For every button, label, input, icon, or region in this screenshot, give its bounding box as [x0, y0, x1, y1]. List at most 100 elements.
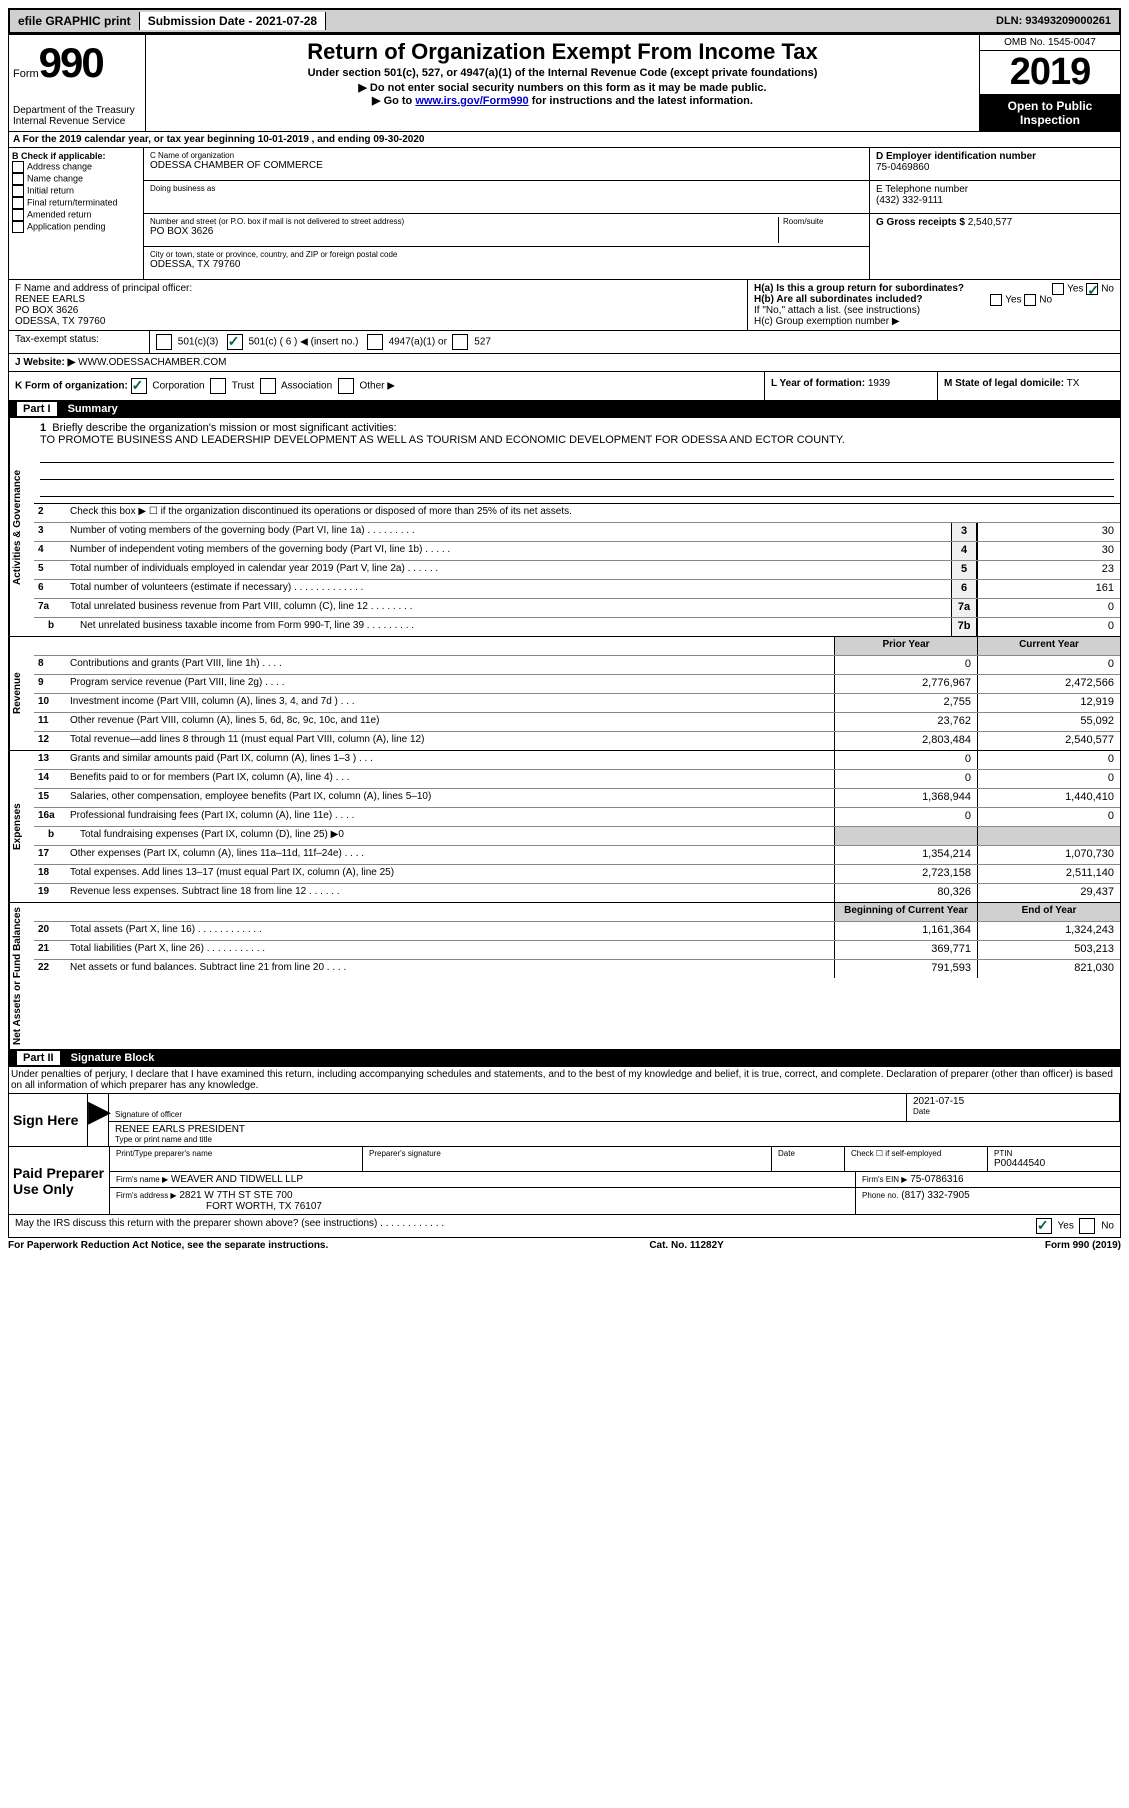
col-c-name-address: C Name of organization ODESSA CHAMBER OF… [144, 148, 870, 279]
cb-name-change[interactable]: Name change [12, 173, 140, 185]
submission-date: Submission Date - 2021-07-28 [140, 12, 326, 30]
revenue-section: Revenue Prior Year Current Year 8Contrib… [8, 637, 1121, 751]
omb-number: OMB No. 1545-0047 [980, 35, 1120, 51]
cb-501c3[interactable] [156, 334, 172, 350]
year-formed: 1939 [868, 378, 890, 389]
gross-receipts: 2,540,577 [968, 217, 1013, 228]
cb-pending[interactable]: Application pending [12, 221, 140, 233]
tax-year: 2019 [980, 51, 1120, 95]
discuss-yes-checkbox[interactable] [1036, 1218, 1052, 1234]
instr-2: ▶ Go to www.irs.gov/Form990 for instruct… [150, 94, 975, 107]
instr-1: ▶ Do not enter social security numbers o… [150, 81, 975, 94]
part1-header: Part I Summary [8, 401, 1121, 418]
org-name: ODESSA CHAMBER OF COMMERCE [150, 160, 863, 171]
cb-527[interactable] [452, 334, 468, 350]
officer-name-title: RENEE EARLS PRESIDENT [115, 1124, 1114, 1135]
cb-amended[interactable]: Amended return [12, 209, 140, 221]
col-b-checkboxes: B Check if applicable: Address change Na… [9, 148, 144, 279]
paid-preparer-label: Paid Preparer Use Only [9, 1147, 110, 1214]
summary-line: 9Program service revenue (Part VIII, lin… [34, 675, 1120, 694]
header-left: Form 990 Department of the Treasury Inte… [9, 35, 146, 131]
ha-group-return: H(a) Is this a group return for subordin… [754, 283, 1114, 294]
dept-label: Department of the Treasury [13, 105, 141, 116]
summary-line: 19Revenue less expenses. Subtract line 1… [34, 884, 1120, 902]
summary-line: 13Grants and similar amounts paid (Part … [34, 751, 1120, 770]
tax-status-row: Tax-exempt status: 501(c)(3) 501(c) ( 6 … [8, 331, 1121, 354]
signature-block: Sign Here ▶ Signature of officer 2021-07… [8, 1094, 1121, 1238]
summary-line: bNet unrelated business taxable income f… [34, 618, 1120, 636]
cb-4947[interactable] [367, 334, 383, 350]
cb-trust[interactable] [210, 378, 226, 394]
summary-line: 11Other revenue (Part VIII, column (A), … [34, 713, 1120, 732]
summary-line: 14Benefits paid to or for members (Part … [34, 770, 1120, 789]
entity-info: B Check if applicable: Address change Na… [8, 148, 1121, 280]
open-public-badge: Open to Public Inspection [980, 95, 1120, 131]
hc-exemption: H(c) Group exemption number ▶ [754, 316, 1114, 327]
governance-section: Activities & Governance 1 Briefly descri… [8, 418, 1121, 637]
efile-label: efile GRAPHIC print [10, 12, 140, 30]
hb-subordinates: H(b) Are all subordinates included? Yes … [754, 294, 1114, 305]
net-assets-section: Net Assets or Fund Balances Beginning of… [8, 903, 1121, 1050]
summary-line: 17Other expenses (Part IX, column (A), l… [34, 846, 1120, 865]
summary-line: 5Total number of individuals employed in… [34, 561, 1120, 580]
ha-yes-checkbox[interactable] [1052, 283, 1064, 295]
firm-address-1: 2821 W 7TH ST STE 700 [179, 1190, 292, 1201]
room-label: Room/suite [783, 217, 863, 226]
klm-row: K Form of organization: Corporation Trus… [8, 372, 1121, 401]
expenses-section: Expenses 13Grants and similar amounts pa… [8, 751, 1121, 903]
summary-line: 20Total assets (Part X, line 16) . . . .… [34, 922, 1120, 941]
cb-final-return[interactable]: Final return/terminated [12, 197, 140, 209]
ptin-value: P00444540 [994, 1158, 1114, 1169]
sign-here-label: Sign Here [9, 1094, 88, 1146]
hb-yes-checkbox[interactable] [990, 294, 1002, 306]
summary-line: 18Total expenses. Add lines 13–17 (must … [34, 865, 1120, 884]
firm-address-2: FORT WORTH, TX 76107 [116, 1201, 849, 1212]
summary-line: 4Number of independent voting members of… [34, 542, 1120, 561]
form-number: 990 [39, 39, 103, 87]
form-header: Form 990 Department of the Treasury Inte… [8, 34, 1121, 132]
ein-value: 75-0469860 [876, 162, 1114, 173]
city-state-zip: ODESSA, TX 79760 [150, 259, 863, 270]
summary-line: bTotal fundraising expenses (Part IX, co… [34, 827, 1120, 846]
discuss-no-checkbox[interactable] [1079, 1218, 1095, 1234]
penalties-text: Under penalties of perjury, I declare th… [8, 1067, 1121, 1094]
cb-corp[interactable] [131, 378, 147, 394]
summary-line: 7aTotal unrelated business revenue from … [34, 599, 1120, 618]
cb-501c[interactable] [227, 334, 243, 350]
header-right: OMB No. 1545-0047 2019 Open to Public In… [980, 35, 1120, 131]
firm-ein: 75-0786316 [910, 1174, 963, 1185]
cb-address-change[interactable]: Address change [12, 161, 140, 173]
ha-no-checkbox[interactable] [1086, 283, 1098, 295]
summary-line: 10Investment income (Part VIII, column (… [34, 694, 1120, 713]
irs-link[interactable]: www.irs.gov/Form990 [415, 95, 528, 107]
summary-line: 3Number of voting members of the governi… [34, 523, 1120, 542]
website-value: WWW.ODESSACHAMBER.COM [78, 357, 226, 368]
form-title: Return of Organization Exempt From Incom… [150, 39, 975, 65]
mission-text: TO PROMOTE BUSINESS AND LEADERSHIP DEVEL… [40, 434, 1114, 446]
row-a-period: A For the 2019 calendar year, or tax yea… [8, 132, 1121, 148]
firm-name: WEAVER AND TIDWELL LLP [171, 1174, 303, 1185]
phone-value: (432) 332-9111 [876, 195, 1114, 206]
summary-line: 8Contributions and grants (Part VIII, li… [34, 656, 1120, 675]
cb-assoc[interactable] [260, 378, 276, 394]
summary-line: 12Total revenue—add lines 8 through 11 (… [34, 732, 1120, 750]
page-footer: For Paperwork Reduction Act Notice, see … [8, 1238, 1121, 1253]
domicile-state: TX [1067, 378, 1080, 389]
summary-line: 21Total liabilities (Part X, line 26) . … [34, 941, 1120, 960]
officer-group-row: F Name and address of principal officer:… [8, 280, 1121, 331]
summary-line: 16aProfessional fundraising fees (Part I… [34, 808, 1120, 827]
website-row: J Website: ▶ WWW.ODESSACHAMBER.COM [8, 354, 1121, 372]
preparer-phone: (817) 332-7905 [901, 1190, 969, 1201]
officer-name: RENEE EARLS [15, 294, 741, 305]
dba-label: Doing business as [150, 184, 863, 193]
form-word: Form [13, 68, 39, 80]
hb-no-checkbox[interactable] [1024, 294, 1036, 306]
col-d-ein: D Employer identification number 75-0469… [870, 148, 1120, 279]
cb-initial-return[interactable]: Initial return [12, 185, 140, 197]
form-subtitle: Under section 501(c), 527, or 4947(a)(1)… [150, 67, 975, 79]
discuss-question: May the IRS discuss this return with the… [15, 1218, 444, 1234]
arrow-icon: ▶ [88, 1094, 109, 1146]
street-address: PO BOX 3626 [150, 226, 778, 237]
top-bar: efile GRAPHIC print Submission Date - 20… [8, 8, 1121, 34]
cb-other[interactable] [338, 378, 354, 394]
